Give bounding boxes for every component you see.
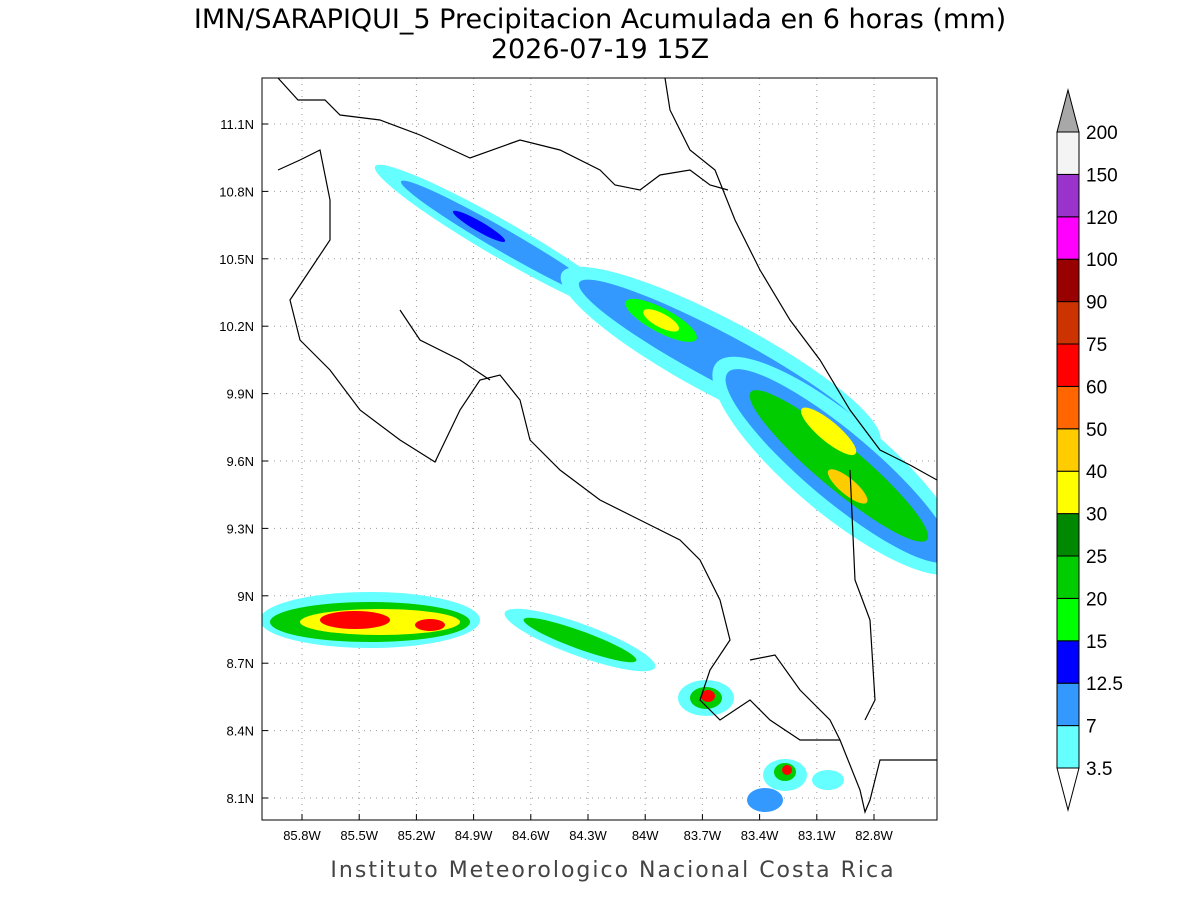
colorbar-label: 3.5 [1086, 759, 1112, 780]
y-tick-label: 9.3N [227, 521, 254, 536]
y-tick-label: 8.7N [227, 656, 254, 671]
colorbar-box [1056, 216, 1080, 260]
y-tick-label: 10.8N [219, 184, 254, 199]
x-tick-label: 82.8W [855, 828, 893, 843]
colorbar-label: 200 [1086, 123, 1118, 144]
x-tick-label: 84.9W [455, 828, 493, 843]
subtitle: 2026-07-19 15Z [491, 34, 709, 65]
y-tick-label: 10.2N [219, 319, 254, 334]
colorbar-label: 60 [1086, 377, 1107, 398]
coastlines [277, 78, 937, 814]
x-tick-label: 84.3W [569, 828, 607, 843]
y-tick-label: 11.1N [220, 117, 254, 132]
colorbar-label: 12.5 [1086, 674, 1123, 695]
colorbar-label: 75 [1086, 335, 1107, 356]
x-tick-label: 85.2W [398, 828, 436, 843]
colorbar-label: 150 [1086, 165, 1118, 186]
colorbar-label: 40 [1086, 462, 1107, 483]
colorbar-label: 20 [1086, 589, 1107, 610]
colorbar-box [1056, 428, 1080, 472]
y-tick-label: 9.9N [227, 387, 254, 402]
y-tick-label: 9N [237, 589, 254, 604]
colorbar-over [1056, 88, 1080, 133]
colorbar-label: 15 [1086, 632, 1107, 653]
colorbar-box [1056, 555, 1080, 599]
colorbar-label: 120 [1086, 208, 1118, 229]
colorbar-box [1056, 385, 1080, 430]
colorbar-box [1056, 258, 1080, 303]
colorbar-box [1056, 597, 1080, 642]
colorbar-box [1056, 725, 1080, 769]
x-tick-label: 83.1W [798, 828, 836, 843]
y-tick-label: 9.6N [227, 454, 254, 469]
colorbar-box [1056, 343, 1080, 387]
precip-field [262, 164, 937, 812]
x-tick-label: 85.5W [340, 828, 378, 843]
y-tick-label: 8.4N [227, 724, 254, 739]
x-tick-label: 84W [632, 828, 659, 843]
colorbar-label: 50 [1086, 420, 1107, 441]
footer: Instituto Meteorologico Nacional Costa R… [330, 858, 895, 883]
colorbar-box [1056, 173, 1080, 218]
title: IMN/SARAPIQUI_5 Precipitacion Acumulada … [194, 4, 1006, 35]
colorbar-box [1056, 301, 1080, 345]
colorbar-label: 100 [1086, 250, 1118, 271]
colorbar: 3.5 7 12.5 15 20 25 30 40 50 60 75 90 100 120 150 200 [1056, 88, 1123, 812]
colorbar-box [1056, 513, 1080, 557]
colorbar-under [1056, 767, 1080, 812]
colorbar-box [1056, 470, 1080, 515]
y-tick-label: 10.5N [219, 252, 254, 267]
y-tick-label: 8.1N [227, 791, 254, 806]
colorbar-label: 30 [1086, 505, 1107, 526]
map-frame [261, 77, 938, 821]
colorbar-label: 90 [1086, 293, 1107, 314]
x-tick-label: 84.6W [512, 828, 550, 843]
colorbar-label: 7 [1086, 717, 1097, 738]
colorbar-box [1056, 640, 1080, 684]
colorbar-label: 25 [1086, 547, 1107, 568]
x-tick-label: 85.8W [283, 828, 321, 843]
colorbar-box [1056, 131, 1080, 175]
colorbar-box [1056, 682, 1080, 727]
x-tick-label: 83.4W [741, 828, 779, 843]
x-tick-label: 83.7W [684, 828, 722, 843]
